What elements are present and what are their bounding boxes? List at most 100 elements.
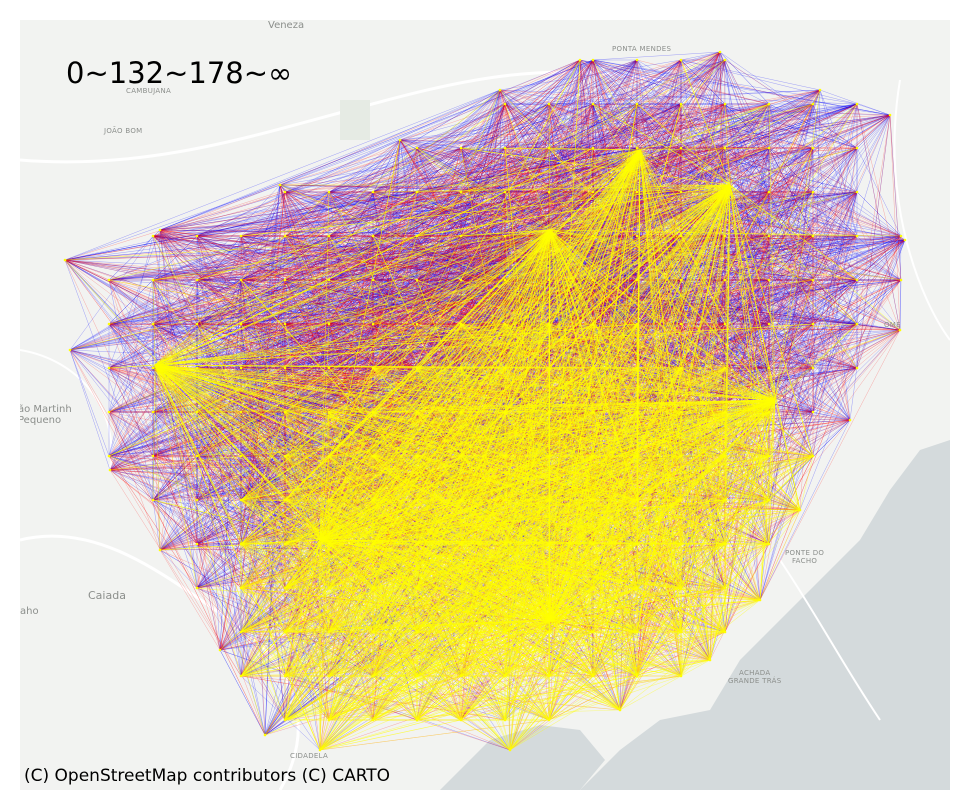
flow-line <box>416 59 581 149</box>
flow-line <box>284 411 374 457</box>
flow-line <box>399 59 594 141</box>
flow-line <box>240 191 286 281</box>
flow-line <box>108 103 858 281</box>
flow-line <box>319 419 851 751</box>
flow-line <box>240 323 374 677</box>
flow-line <box>372 59 638 457</box>
flow-line <box>152 499 594 633</box>
flow-line <box>152 235 374 501</box>
flow-line <box>504 103 638 281</box>
road <box>893 79 950 341</box>
flow-line <box>579 59 638 589</box>
flow-line <box>592 191 770 501</box>
flow-line <box>196 367 462 501</box>
flow-line <box>240 184 281 589</box>
flow-line <box>159 229 198 589</box>
flow-line <box>768 103 858 149</box>
flow-line <box>69 235 770 351</box>
flow-line <box>399 139 594 633</box>
flow-line <box>548 59 682 721</box>
flow-line <box>196 59 581 281</box>
flow-line <box>64 259 286 545</box>
flow-line <box>372 147 506 413</box>
flow-line <box>159 103 858 231</box>
flow-line <box>504 103 891 116</box>
flow-line <box>416 279 638 677</box>
flow-line <box>548 191 726 237</box>
flow-line <box>680 147 770 281</box>
flow-line <box>69 349 110 457</box>
flow-line <box>219 279 242 651</box>
flow-line <box>152 323 550 633</box>
flow-line <box>240 235 638 325</box>
flow-line <box>108 235 506 457</box>
flow-line <box>152 235 330 281</box>
flow-line <box>724 235 770 457</box>
flow-line <box>460 279 858 501</box>
flow-line <box>399 139 906 241</box>
flow-line <box>108 191 858 281</box>
flow-line <box>812 147 858 413</box>
flow-line <box>548 323 770 457</box>
flow-line <box>152 411 198 501</box>
flow-line <box>680 103 726 325</box>
flow-line <box>159 549 198 589</box>
flow-line <box>372 323 462 457</box>
flow-line <box>768 103 814 281</box>
flow-line <box>416 103 550 149</box>
flow-line <box>812 103 858 237</box>
flow-line <box>416 103 550 237</box>
flow-line <box>219 279 242 651</box>
flow-line <box>636 191 770 325</box>
flow-line <box>284 235 418 369</box>
flow-line <box>196 103 594 413</box>
flow-line <box>548 147 858 281</box>
flow-line <box>636 59 726 633</box>
flow-line <box>284 323 330 589</box>
flow-line <box>548 103 858 149</box>
flow-line <box>416 239 906 677</box>
flow-line <box>196 279 462 413</box>
flow-line <box>196 103 682 325</box>
flow-line <box>460 279 682 589</box>
map-canvas[interactable]: Veneza PONTA MENDES CAMBUJANA JOÃO BOM ã… <box>20 20 950 790</box>
flow-line <box>636 279 682 633</box>
flow-line <box>284 323 418 501</box>
flow-line <box>152 323 374 501</box>
flow-line <box>196 191 594 237</box>
sea-area <box>580 440 950 790</box>
flow-line <box>592 59 726 105</box>
flow-line <box>504 191 726 413</box>
flow-line <box>812 191 858 369</box>
flow-line <box>372 139 401 237</box>
flow-line <box>680 147 858 193</box>
flow-line <box>284 367 682 589</box>
flow-line <box>724 103 770 237</box>
flow-line <box>399 139 462 149</box>
flow-line <box>416 235 462 325</box>
flow-line <box>196 239 906 369</box>
flow-line <box>768 367 814 457</box>
flow-line <box>109 279 286 471</box>
flow-line <box>284 235 374 369</box>
flow-line <box>636 103 902 237</box>
flow-line <box>889 114 901 331</box>
flow-line <box>579 59 770 105</box>
flow-line <box>592 329 901 677</box>
flow-line <box>196 191 286 325</box>
flow-line <box>548 51 721 237</box>
flow-line <box>240 499 638 677</box>
flow-line <box>759 419 851 601</box>
flow-line <box>196 279 770 545</box>
flow-line <box>416 147 851 421</box>
flow-line <box>196 235 550 281</box>
flow-line <box>279 184 462 413</box>
flow-line <box>460 279 858 501</box>
flow-line <box>196 235 242 677</box>
flow-line <box>372 103 506 193</box>
flow-line <box>196 329 901 457</box>
flow-line <box>152 235 198 457</box>
flow-line <box>768 191 814 281</box>
flow-line <box>152 455 198 589</box>
flow-line <box>724 235 902 281</box>
